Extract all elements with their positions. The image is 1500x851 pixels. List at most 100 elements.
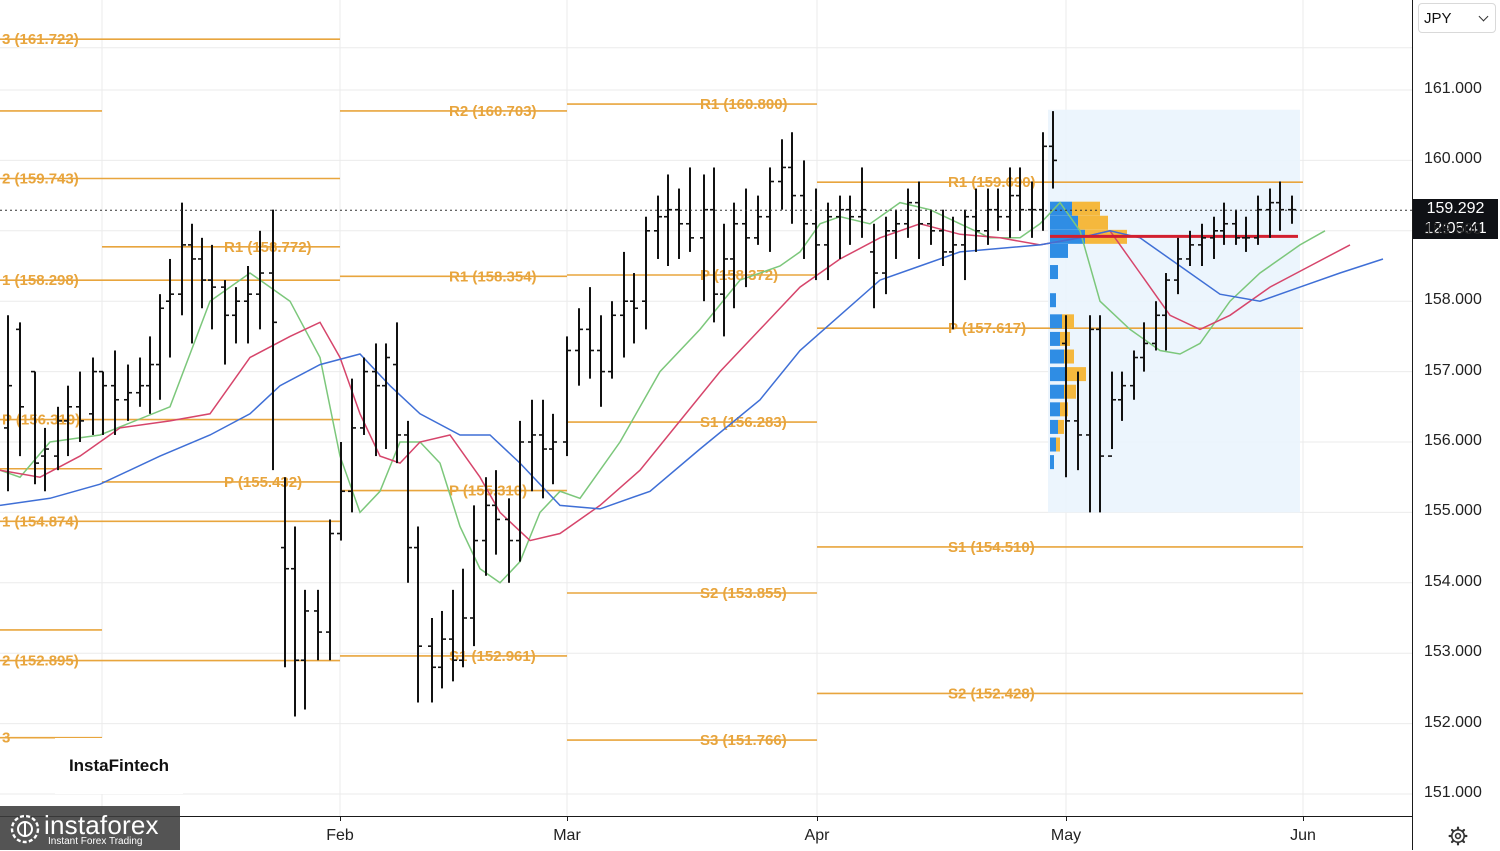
ohlc-bar <box>281 477 289 668</box>
instaforex-name: instaforex <box>44 810 159 840</box>
vp-bar-buy <box>1050 437 1056 452</box>
ohlc-bar <box>586 287 594 379</box>
pivot-label: P (156.319) <box>2 412 80 429</box>
instaforex-logo: instaforex Instant Forex Trading <box>0 806 180 850</box>
pivot-label: S3 (151.766) <box>700 732 787 749</box>
vp-bar-buy <box>1050 419 1058 434</box>
currency-dropdown[interactable]: JPY <box>1418 3 1496 33</box>
ohlc-bar <box>1174 237 1182 295</box>
x-tick-label: May <box>1050 827 1082 844</box>
price-axis <box>1412 0 1500 850</box>
x-tick-mark <box>340 816 341 821</box>
pivot-label: 2 (152.895) <box>2 653 79 670</box>
ohlc-bar <box>382 343 390 450</box>
ohlc-bar <box>1220 202 1228 245</box>
ohlc-bar <box>654 195 662 259</box>
ma-line-green <box>0 201 1326 584</box>
ohlc-bar <box>961 209 969 281</box>
x-tick-label: Feb <box>326 827 354 844</box>
ohlc-bar <box>1016 167 1024 231</box>
x-tick-mark <box>1303 816 1304 821</box>
ohlc-bar <box>372 343 380 457</box>
x-tick-label: Jun <box>1290 827 1316 844</box>
pivot-label: S2 (153.855) <box>700 585 787 602</box>
price-chart[interactable]: 3 (161.722) 2 (159.743) 1 (158.298) P (156.… <box>0 0 1412 816</box>
y-tick-label: 154.000 <box>1424 572 1482 590</box>
candle-countdown: 12:05:41 <box>1424 220 1487 237</box>
ohlc-bar <box>482 477 490 576</box>
ohlc-bar <box>972 188 980 252</box>
ohlc-bar <box>492 470 500 555</box>
ohlc-bar <box>188 223 196 344</box>
ohlc-bar <box>326 519 334 661</box>
pivot-label: R2 (160.703) <box>449 103 537 120</box>
settings-gear-icon[interactable] <box>1448 826 1468 846</box>
ohlc-bar <box>1162 273 1170 351</box>
vp-bar-buy <box>1050 367 1066 382</box>
ohlc-bar <box>870 223 878 309</box>
x-tick-label: Mar <box>553 827 581 844</box>
pivot-label: 2 (159.743) <box>2 170 79 187</box>
vp-bar-sell <box>1056 437 1060 452</box>
ohlc-bar <box>812 188 820 281</box>
ohlc-bar <box>1276 181 1284 231</box>
ohlc-bar <box>539 399 547 499</box>
x-tick-mark <box>1066 816 1067 821</box>
ohlc-bar <box>642 216 650 330</box>
ohlc-bar <box>766 167 774 252</box>
ohlc-bar <box>31 370 39 485</box>
y-tick-label: 157.000 <box>1424 361 1482 379</box>
ohlc-bar <box>915 181 923 259</box>
ohlc-bar <box>337 442 345 541</box>
ohlc-bar <box>1130 350 1138 400</box>
instafintech-logo: InstaFintech <box>55 738 183 794</box>
ohlc-bar <box>882 216 890 295</box>
ohlc-bar <box>301 589 309 710</box>
ohlc-bar <box>221 280 229 365</box>
vp-bar-buy <box>1050 349 1064 364</box>
ohlc-bar <box>720 223 728 337</box>
ohlc-bar <box>41 427 49 492</box>
x-tick-mark <box>817 816 818 821</box>
ohlc-bar <box>449 589 457 682</box>
y-tick-label: 153.000 <box>1424 643 1482 661</box>
ohlc-bar <box>438 610 446 689</box>
ohlc-bar <box>904 188 912 238</box>
pivot-label: R1 (160.800) <box>700 96 788 113</box>
ohlc-bar <box>111 350 119 435</box>
vp-bar-buy <box>1050 265 1058 280</box>
ohlc-bar <box>1062 315 1070 478</box>
ohlc-bar <box>1152 301 1160 351</box>
ohlc-bar <box>575 308 583 386</box>
ohlc-bar <box>166 258 174 358</box>
ohlc-bar <box>4 315 12 492</box>
ohlc-bar <box>608 301 616 379</box>
ohlc-bar <box>156 294 164 400</box>
ohlc-bar <box>700 174 708 302</box>
ohlc-bar <box>348 378 356 513</box>
vp-bar-buy <box>1050 455 1054 470</box>
ohlc-bar <box>824 202 832 281</box>
pivot-label: R1 (159.690) <box>948 174 1036 191</box>
ohlc-bar <box>939 209 947 266</box>
pivot-label: S1 (154.510) <box>948 539 1035 556</box>
ohlc-bar <box>892 209 900 259</box>
time-axis <box>0 816 1412 851</box>
volume-profile-area <box>1048 109 1300 513</box>
x-tick-label: Apr <box>804 827 830 844</box>
ohlc-bar <box>664 174 672 266</box>
ohlc-bar <box>64 385 72 457</box>
ohlc-bar <box>178 202 186 316</box>
ohlc-bar <box>1186 230 1194 266</box>
y-tick-label: 156.000 <box>1424 432 1482 449</box>
ohlc-bar <box>232 287 240 344</box>
vp-bar-buy <box>1050 402 1060 417</box>
ohlc-bar <box>256 230 264 330</box>
ohlc-bar <box>630 273 638 344</box>
ohlc-bar <box>994 188 1002 231</box>
pivot-label: 1 (154.874) <box>2 513 79 530</box>
pivot-label: P (155.432) <box>224 474 302 491</box>
y-tick-label: 160.000 <box>1424 150 1482 168</box>
ohlc-bar <box>470 505 478 647</box>
ohlc-bar <box>54 406 62 471</box>
